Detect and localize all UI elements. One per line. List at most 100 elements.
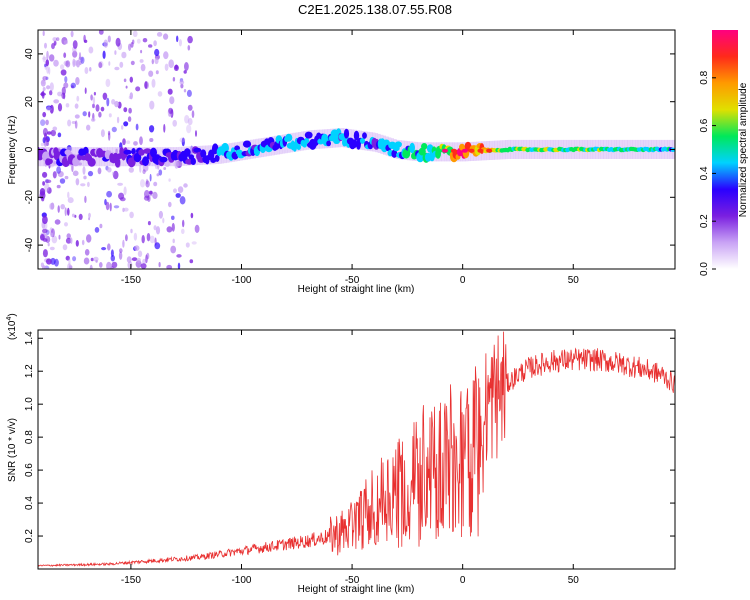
spectrogram-peak-blob bbox=[461, 148, 468, 153]
spectrogram-noise-blob bbox=[147, 221, 151, 226]
spectrogram-noise-blob bbox=[179, 137, 186, 143]
spectrogram-noise-blob bbox=[146, 233, 151, 242]
spectrogram-noise-blob bbox=[111, 126, 117, 133]
spectrogram-halo bbox=[213, 145, 217, 165]
spectrogram-ridge-blob bbox=[326, 140, 331, 147]
spectrogram-noise-blob bbox=[162, 217, 165, 224]
spectrogram-noise-blob bbox=[95, 104, 100, 112]
spectrogram-noise-blob bbox=[157, 91, 163, 97]
spectrogram-noise-blob bbox=[181, 228, 185, 234]
spectrogram-noise-blob bbox=[175, 193, 181, 198]
spectrogram-noise-blob bbox=[119, 197, 126, 202]
x-tick-label: 0 bbox=[460, 575, 466, 586]
spectrogram-noise-blob bbox=[56, 37, 60, 41]
spectrogram-noise-blob bbox=[101, 247, 107, 251]
spectrogram-noise-blob bbox=[68, 257, 71, 266]
spectrogram-noise-blob bbox=[93, 256, 99, 262]
y-tick-label: 1.0 bbox=[24, 397, 35, 411]
spectrogram-noise-blob bbox=[122, 239, 125, 248]
spectrogram-noise-blob bbox=[63, 52, 67, 58]
spectrogram-noise-blob bbox=[133, 232, 138, 241]
spectrogram-noise-blob bbox=[111, 261, 118, 269]
spectrogram-noise-blob bbox=[187, 35, 193, 44]
spectrogram-noise-blob bbox=[71, 213, 75, 218]
spectrogram-noise-blob bbox=[109, 202, 112, 212]
spectrogram-ridge-blob bbox=[351, 139, 358, 148]
spectrogram-noise-blob bbox=[67, 191, 70, 199]
spectrogram-noise-blob bbox=[158, 169, 163, 176]
spectrogram-noise-blob bbox=[88, 212, 91, 218]
spectrogram-noise-blob bbox=[42, 76, 48, 81]
x-tick-label: 50 bbox=[568, 575, 580, 586]
spectrogram-noise-blob bbox=[168, 178, 171, 182]
spectrogram-noise-blob bbox=[70, 237, 73, 244]
spectrogram-y-label: Frequency (Hz) bbox=[7, 116, 18, 185]
spectrogram-halo bbox=[425, 142, 429, 162]
spectrogram-noise-blob bbox=[71, 121, 77, 124]
spectrogram-noise-blob bbox=[86, 124, 91, 131]
spectrogram-noise-blob bbox=[177, 262, 181, 269]
spectrogram-noise-blob bbox=[60, 64, 65, 70]
snr-panel: -150 -100 -50 0 50 0.2 0.4 0.6 0.8 1.0 1.2 1.4 Hei… bbox=[6, 313, 676, 595]
spectrogram-noise-blob bbox=[98, 62, 103, 69]
spectrogram-noise-blob bbox=[142, 38, 148, 43]
spectrogram-ridge-blob bbox=[382, 139, 390, 147]
spectrogram-noise-blob bbox=[74, 114, 80, 119]
spectrogram-noise-blob bbox=[183, 183, 188, 188]
spectrogram-noise-blob bbox=[115, 148, 118, 154]
spectrogram-noise-blob bbox=[94, 227, 100, 233]
spectrogram-noise-blob bbox=[53, 99, 60, 104]
spectrogram-noise-blob bbox=[139, 136, 143, 146]
spectrogram-noise-blob bbox=[141, 235, 145, 244]
spectrogram-noise-blob bbox=[129, 211, 134, 219]
x-tick-label: -50 bbox=[345, 575, 360, 586]
spectrogram-noise-blob bbox=[119, 61, 124, 68]
spectrogram-noise-blob bbox=[129, 92, 133, 100]
spectrogram-noise-blob bbox=[119, 248, 123, 253]
spectrogram-panel: -150 -100 -50 0 50 -40 -20 0 20 40 Height of str… bbox=[7, 29, 676, 295]
spectrogram-halo bbox=[245, 140, 248, 160]
spectrogram-halo bbox=[364, 131, 368, 151]
spectrogram-noise-blob bbox=[80, 183, 86, 187]
spectrogram-noise-blob bbox=[144, 190, 150, 199]
spectrogram-noise-blob bbox=[179, 196, 186, 205]
spectrogram-noise-blob bbox=[76, 95, 80, 102]
spectrogram-noise-blob bbox=[131, 257, 138, 262]
spectrogram-noise-blob bbox=[98, 60, 104, 68]
spectrogram-noise-blob bbox=[42, 181, 45, 186]
spectrogram-noise-blob bbox=[156, 173, 160, 177]
spectrogram-noise-blob bbox=[126, 256, 132, 263]
spectrogram-noise-blob bbox=[135, 123, 139, 131]
spectrogram-noise-blob bbox=[145, 254, 148, 264]
spectrogram-noise-blob bbox=[88, 46, 94, 54]
spectrogram-noise-blob bbox=[102, 92, 108, 101]
spectrogram-ridge-blob bbox=[304, 137, 310, 144]
spectrogram-noise-blob bbox=[132, 39, 135, 45]
spectrogram-noise-blob bbox=[140, 63, 146, 72]
spectrogram-noise-blob bbox=[182, 219, 185, 228]
spectrogram-noise-blob bbox=[177, 186, 184, 194]
spectrogram-noise-blob bbox=[63, 40, 68, 45]
spectrogram-noise-blob bbox=[115, 37, 121, 47]
spectrogram-noise-blob bbox=[45, 59, 49, 67]
spectrogram-noise-blob bbox=[99, 223, 103, 229]
spectrogram-ridge-blob bbox=[190, 157, 196, 165]
spectrogram-noise-blob bbox=[87, 170, 94, 177]
spectrogram-noise-blob bbox=[148, 44, 153, 48]
spectrogram-noise-blob bbox=[114, 100, 119, 108]
spectrogram-noise-blob bbox=[111, 99, 116, 105]
spectrogram-ridge-blob bbox=[193, 147, 202, 153]
spectrogram-noise-blob bbox=[118, 251, 123, 260]
y-tick-label: 0 bbox=[24, 146, 35, 152]
spectrogram-noise-blob bbox=[47, 131, 52, 135]
spectrogram-noise-blob bbox=[108, 132, 111, 141]
spectrogram-noise-blob bbox=[90, 94, 93, 101]
spectrogram-noise-blob bbox=[64, 207, 67, 217]
spectrogram-halo bbox=[242, 141, 246, 161]
spectrogram-noise-blob bbox=[130, 42, 134, 48]
spectrogram-noise-blob bbox=[50, 257, 56, 265]
spectrogram-noise-blob bbox=[128, 107, 132, 114]
spectrogram-noise-blob bbox=[195, 130, 197, 137]
spectrogram-noise-blob bbox=[40, 142, 45, 147]
spectrogram-noise-blob bbox=[105, 201, 110, 211]
